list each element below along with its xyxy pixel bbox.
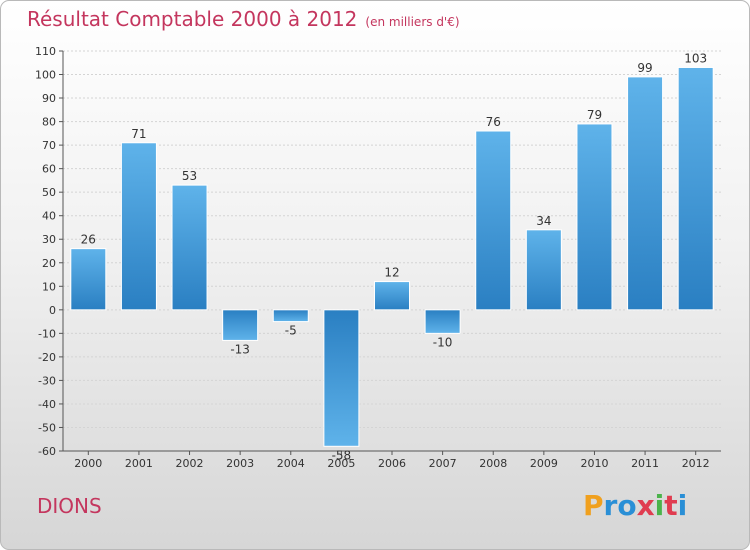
chart-title: Résultat Comptable 2000 à 2012 (en millie… <box>27 7 460 31</box>
title-text: Résultat Comptable 2000 à 2012 <box>27 7 358 31</box>
bar <box>120 142 157 311</box>
data-label: 99 <box>637 61 652 75</box>
data-label: 76 <box>486 115 501 129</box>
y-tick-label: -10 <box>38 327 56 340</box>
bar <box>222 309 259 341</box>
y-tick-label: -20 <box>38 351 56 364</box>
logo-letter: P <box>583 489 604 522</box>
data-label: -58 <box>332 448 352 462</box>
proxiti-logo: Proxiti <box>583 489 687 522</box>
y-tick-label: 110 <box>35 45 56 58</box>
data-label: -13 <box>230 342 250 356</box>
chart-subtitle: (en milliers d'€) <box>365 15 460 29</box>
x-tick-label: 2006 <box>378 457 406 470</box>
x-tick-label: 2002 <box>176 457 204 470</box>
bar <box>576 123 613 311</box>
data-label: -10 <box>433 335 453 349</box>
x-tick-label: 2005 <box>327 457 355 470</box>
x-tick-label: 2008 <box>479 457 507 470</box>
y-tick-label: 60 <box>42 163 56 176</box>
data-label: 12 <box>384 266 399 280</box>
y-tick-label: 70 <box>42 139 56 152</box>
data-label: 71 <box>131 127 146 141</box>
bar <box>627 76 664 311</box>
data-label: 26 <box>81 233 96 247</box>
x-tick-label: 2010 <box>580 457 608 470</box>
y-tick-label: 50 <box>42 186 56 199</box>
logo-letter: i <box>677 489 688 522</box>
x-tick-label: 2000 <box>74 457 102 470</box>
y-tick-label: 30 <box>42 233 56 246</box>
bar <box>475 130 512 311</box>
x-tick-label: 2007 <box>429 457 457 470</box>
data-label: 53 <box>182 169 197 183</box>
x-tick-label: 2009 <box>530 457 558 470</box>
y-tick-label: 10 <box>42 280 56 293</box>
data-label: 79 <box>587 108 602 122</box>
logo-letter: r <box>603 489 618 522</box>
y-tick-label: 20 <box>42 257 56 270</box>
data-label: 103 <box>684 51 707 65</box>
y-tick-label: 80 <box>42 116 56 129</box>
y-tick-label: 90 <box>42 92 56 105</box>
logo-letter: t <box>664 489 678 522</box>
bar <box>374 281 410 311</box>
logo-letter: o <box>617 489 637 522</box>
y-tick-label: 0 <box>49 304 56 317</box>
bar <box>424 309 461 334</box>
bar <box>525 229 562 311</box>
bar <box>323 309 360 447</box>
y-tick-label: -50 <box>38 421 56 434</box>
bar <box>70 248 107 311</box>
x-tick-label: 2011 <box>631 457 659 470</box>
y-tick-label: 100 <box>35 69 56 82</box>
y-tick-label: -60 <box>38 445 56 458</box>
x-tick-label: 2003 <box>226 457 254 470</box>
x-tick-label: 2012 <box>682 457 710 470</box>
x-tick-label: 2004 <box>277 457 305 470</box>
bar <box>677 66 714 311</box>
y-tick-label: -40 <box>38 398 56 411</box>
logo-letter: x <box>636 489 655 522</box>
x-tick-label: 2001 <box>125 457 153 470</box>
data-label: -5 <box>285 324 297 338</box>
y-tick-label: -30 <box>38 374 56 387</box>
bar <box>272 309 309 323</box>
bar <box>171 184 208 311</box>
logo-letter: i <box>654 489 665 522</box>
commune-name: DIONS <box>37 494 102 518</box>
data-label: 34 <box>536 214 551 228</box>
y-tick-label: 40 <box>42 210 56 223</box>
